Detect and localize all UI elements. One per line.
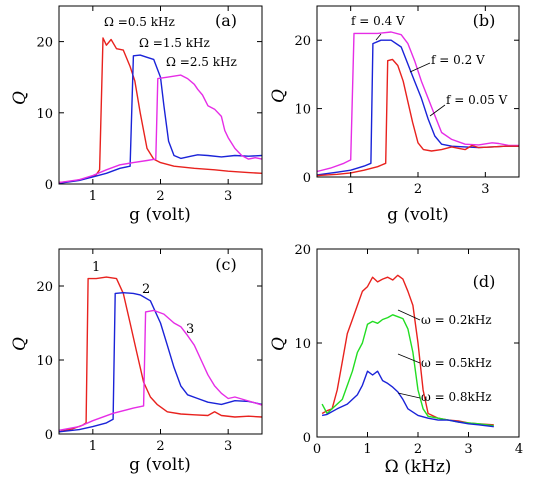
panel-label: (b) bbox=[473, 11, 496, 30]
y-tick-label: 20 bbox=[36, 280, 53, 295]
x-tick-label: 3 bbox=[481, 182, 489, 197]
x-tick-label: 1 bbox=[89, 189, 97, 204]
annotation-arrow bbox=[409, 62, 431, 73]
series-line-1-3 bbox=[58, 74, 263, 184]
x-axis-label: g (volt) bbox=[387, 205, 449, 225]
series-label: 2 bbox=[142, 282, 150, 297]
series-line-2-2 bbox=[316, 39, 519, 176]
x-tick-label: 1 bbox=[347, 182, 355, 197]
annotation-arrow bbox=[397, 353, 421, 364]
annotation-arrow bbox=[397, 392, 421, 399]
panel-label: (a) bbox=[215, 11, 237, 30]
x-tick-label: 3 bbox=[224, 189, 232, 204]
annotation-arrow bbox=[397, 309, 421, 321]
series-label: f = 0.05 V bbox=[446, 93, 508, 107]
y-axis-label: Q bbox=[10, 91, 30, 105]
series-line-3-2 bbox=[58, 292, 263, 433]
series-label: Ω =2.5 kHz bbox=[166, 55, 237, 69]
series-line-1-2 bbox=[58, 54, 263, 184]
series-label: 1 bbox=[92, 260, 100, 275]
chart-panel-4: 0 1 2 3 4 0 10 20 Ω (kHz) Q (d) ω = 0.2kHz ω = 0.5kH… bbox=[269, 243, 523, 477]
y-tick-label: 10 bbox=[36, 354, 53, 369]
x-tick-label: 3 bbox=[224, 439, 232, 454]
y-tick-label: 10 bbox=[36, 107, 53, 122]
series-label: Ω =0.5 kHz bbox=[104, 15, 175, 29]
series-label: ω = 0.8kHz bbox=[421, 390, 492, 404]
series-line-3-3 bbox=[58, 309, 263, 431]
y-tick-label: 10 bbox=[294, 337, 311, 352]
y-axis-label: Q bbox=[269, 89, 289, 103]
x-tick-label: 0 bbox=[313, 442, 321, 457]
chart-panel-2: 1 2 3 0 10 20 g (volt) Q (b) f = 0.4 V f = 0.2 V f … bbox=[269, 5, 520, 225]
x-tick-label: 2 bbox=[414, 182, 422, 197]
y-tick-label: 0 bbox=[45, 428, 53, 443]
y-axis-label: Q bbox=[10, 337, 30, 351]
series-line-4-3 bbox=[321, 370, 494, 428]
series-line-2-3 bbox=[316, 58, 519, 177]
series-label: ω = 0.2kHz bbox=[421, 313, 492, 327]
series-line-2-1 bbox=[316, 31, 519, 173]
annotation-arrow bbox=[375, 33, 382, 41]
x-tick-label: 2 bbox=[156, 189, 164, 204]
series-label: f = 0.2 V bbox=[431, 53, 485, 67]
y-tick-label: 20 bbox=[36, 36, 53, 51]
y-tick-label: 20 bbox=[294, 243, 311, 258]
x-tick-label: 2 bbox=[414, 442, 422, 457]
series-label: 3 bbox=[186, 322, 194, 337]
y-axis-label: Q bbox=[269, 337, 289, 351]
chart-panel-1: 1 2 3 0 10 20 g (volt) Q (a) Ω =0.5 kHz Ω =1.5 kHz… bbox=[10, 5, 263, 225]
panel-label: (c) bbox=[215, 255, 236, 274]
annotation-arrow bbox=[429, 104, 446, 117]
chart-panel-3: 1 2 3 0 10 20 g (volt) Q (c) 1 2 3 bbox=[10, 248, 263, 475]
y-tick-label: 0 bbox=[45, 178, 53, 193]
x-tick-label: 1 bbox=[89, 439, 97, 454]
series-label: ω = 0.5kHz bbox=[421, 356, 492, 370]
series-line-3-1 bbox=[58, 276, 263, 433]
x-tick-label: 4 bbox=[515, 442, 523, 457]
y-tick-label: 0 bbox=[303, 431, 311, 446]
x-tick-label: 3 bbox=[464, 442, 472, 457]
x-axis-label: Ω (kHz) bbox=[385, 457, 452, 477]
x-axis-label: g (volt) bbox=[129, 205, 191, 225]
series-label: Ω =1.5 kHz bbox=[139, 36, 210, 50]
x-tick-label: 2 bbox=[156, 439, 164, 454]
x-axis-label: g (volt) bbox=[129, 455, 191, 475]
x-tick-label: 1 bbox=[363, 442, 371, 457]
y-tick-label: 20 bbox=[294, 34, 311, 49]
panel-label: (d) bbox=[473, 272, 496, 291]
plot-frame bbox=[58, 5, 263, 185]
y-tick-label: 10 bbox=[294, 103, 311, 118]
y-tick-label: 0 bbox=[303, 171, 311, 186]
series-label: f = 0.4 V bbox=[351, 14, 405, 28]
